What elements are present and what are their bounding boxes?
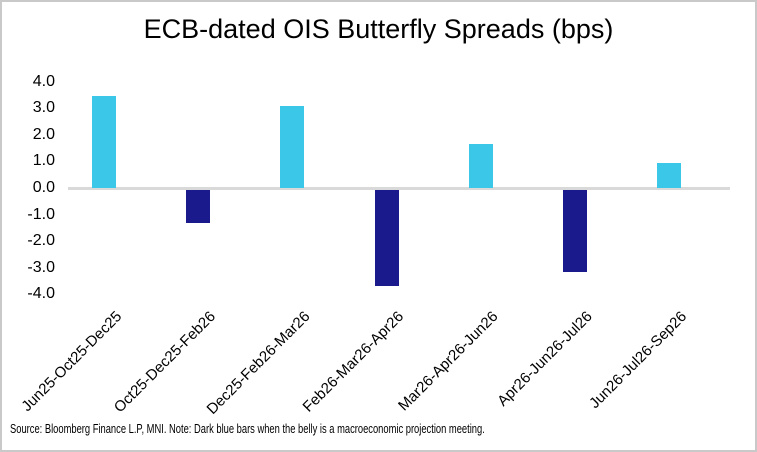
- chart-bar-3: [280, 105, 305, 188]
- chart-bar-5: [468, 144, 493, 188]
- x-axis-category-label: Feb26-Mar26-Apr26: [299, 308, 408, 416]
- y-axis-tick-label: 3.0: [32, 99, 55, 117]
- y-axis-tick-label: 2.0: [32, 125, 55, 143]
- x-axis-zero-line: [68, 187, 730, 190]
- chart-bar-6: [562, 190, 587, 273]
- y-axis-tick-label: 4.0: [32, 72, 55, 90]
- x-axis-category-label: Mar26-Apr26-Jun26: [395, 308, 502, 415]
- y-axis-tick-label: 0.0: [32, 179, 55, 196]
- y-axis-tick-label: -1.0: [27, 205, 55, 223]
- y-axis-tick-label: -3.0: [27, 258, 55, 276]
- x-axis-category-label: Apr26-Jun26-Jul26: [494, 308, 596, 410]
- chart-bar-2: [186, 190, 211, 224]
- chart-bar-7: [656, 162, 681, 188]
- x-axis-category-label: Jun26-Jul26-Sep26: [585, 308, 690, 413]
- y-axis-tick-label: -2.0: [27, 232, 55, 250]
- y-axis-tick-label: -4.0: [27, 285, 55, 303]
- y-axis-tick-label: 1.0: [32, 152, 55, 170]
- chart-bar-4: [374, 190, 399, 286]
- x-axis-category-label: Oct25-Dec25-Feb26: [111, 308, 220, 417]
- x-axis-category-label: Jun25-Oct25-Dec25: [18, 308, 126, 415]
- source-note: Source: Bloomberg Finance L.P, MNI. Note…: [10, 421, 485, 436]
- chart-bar-1: [92, 96, 117, 188]
- chart-title: ECB-dated OIS Butterfly Spreads (bps): [143, 14, 614, 44]
- x-axis-category-label: Dec25-Feb26-Mar26: [203, 308, 314, 418]
